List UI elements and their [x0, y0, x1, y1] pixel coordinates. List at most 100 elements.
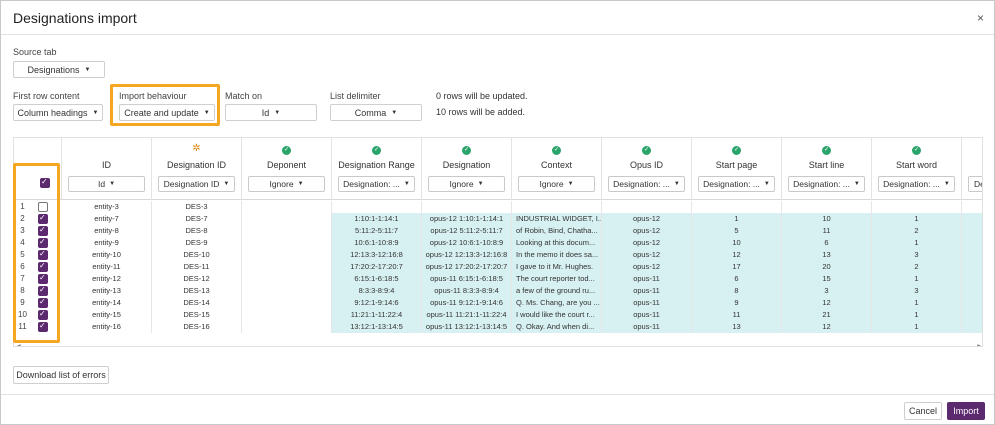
select-all-checkbox[interactable]	[40, 177, 50, 188]
import-behaviour-dropdown[interactable]: Create and update ▼	[119, 104, 215, 121]
chevron-down-icon: ▼	[567, 181, 574, 187]
scroll-right-icon[interactable]: ▶	[977, 344, 982, 347]
table-cell: of Robin, Bind, Chatha...	[512, 225, 602, 237]
table-row[interactable]: 1 entity-3 DES-3	[14, 201, 982, 213]
column-mapping-dropdown[interactable]: Ignore ▼	[518, 176, 595, 192]
column-mapping-dropdown[interactable]: Designation: ... ▼	[698, 176, 775, 192]
check-circle-icon: ✓	[552, 146, 561, 155]
import-button[interactable]: Import	[947, 402, 985, 420]
close-icon[interactable]: ×	[976, 11, 984, 25]
row-checkbox[interactable]	[38, 309, 48, 320]
column-mapping-dropdown[interactable]: Designation ID ▼	[158, 176, 235, 192]
table-cell: 11	[782, 225, 872, 237]
table-cell: 17:20:2-17:20:7	[332, 261, 422, 273]
column-mapping-dropdown[interactable]: Designation: ... ▼	[338, 176, 415, 192]
column-status: ✲	[152, 143, 241, 154]
column-mapping-dropdown[interactable]: Designation: ... ▼	[878, 176, 955, 192]
check-circle-icon: ✓	[282, 146, 291, 155]
column-mapping-value: Designation: ...	[613, 179, 670, 189]
table-cell	[962, 201, 982, 213]
table-cell: 6	[692, 273, 782, 285]
horizontal-scrollbar[interactable]: ◀ ▶	[16, 344, 982, 347]
column-mapping-dropdown[interactable]: Des	[968, 176, 982, 192]
match-on-dropdown[interactable]: Id ▼	[225, 104, 317, 121]
table-cell: entity-13	[62, 285, 152, 297]
column-mapping-dropdown[interactable]: Designation: ... ▼	[788, 176, 865, 192]
list-delimiter-label: List delimiter	[330, 91, 381, 101]
table-cell: 21	[782, 309, 872, 321]
row-checkbox[interactable]	[38, 273, 48, 284]
column-mapping-dropdown[interactable]: Ignore ▼	[428, 176, 505, 192]
table-cell: opus-11	[602, 297, 692, 309]
column-header: ✓ Deponent Ignore ▼	[242, 138, 332, 200]
row-checkbox[interactable]	[38, 285, 48, 296]
table-cell: DES-3	[152, 201, 242, 213]
chevron-down-icon: ▼	[853, 181, 860, 187]
row-checkbox[interactable]	[38, 213, 48, 224]
chevron-down-icon: ▼	[109, 181, 116, 187]
table-cell	[782, 201, 872, 213]
first-row-dropdown[interactable]: Column headings ▼	[13, 104, 103, 121]
row-checkbox[interactable]	[38, 321, 48, 332]
table-cell: 2	[872, 225, 962, 237]
column-mapping-dropdown[interactable]: Designation: ... ▼	[608, 176, 685, 192]
column-mapping-dropdown[interactable]: Id ▼	[68, 176, 145, 192]
table-cell	[422, 201, 512, 213]
table-cell: INDUSTRIAL WIDGET, I...	[512, 213, 602, 225]
table-cell: DES-11	[152, 261, 242, 273]
column-status: ✓	[602, 143, 691, 155]
table-cell	[962, 273, 982, 285]
source-tab-dropdown[interactable]: Designations ▼	[13, 61, 105, 78]
cancel-button[interactable]: Cancel	[904, 402, 942, 420]
row-number: 2	[20, 214, 25, 223]
table-cell	[962, 225, 982, 237]
table-cell: 13	[782, 249, 872, 261]
table-cell	[242, 213, 332, 225]
download-errors-button[interactable]: Download list of errors	[13, 366, 109, 384]
list-delimiter-dropdown[interactable]: Comma ▼	[330, 104, 422, 121]
column-name: ID	[102, 160, 111, 170]
chevron-down-icon: ▼	[673, 181, 680, 187]
row-checkbox[interactable]	[38, 249, 48, 260]
row-checkbox[interactable]	[38, 297, 48, 308]
table-cell: 10	[692, 237, 782, 249]
column-mapping-value: Designation: ...	[343, 179, 400, 189]
row-checkbox[interactable]	[38, 237, 48, 248]
table-cell: 11:21:1-11:22:4	[332, 309, 422, 321]
table-cell: In the memo it does sa...	[512, 249, 602, 261]
first-row-label: First row content	[13, 91, 80, 101]
row-number: 7	[20, 274, 25, 283]
row-checkbox[interactable]	[38, 261, 48, 272]
table-cell	[962, 309, 982, 321]
table-cell: 1	[872, 213, 962, 225]
table-cell: DES-12	[152, 273, 242, 285]
table-cell: 12	[782, 321, 872, 333]
column-header: ✲ Designation ID Designation ID ▼	[152, 138, 242, 200]
import-behaviour-label: Import behaviour	[119, 91, 187, 101]
table-cell: Q. Ms. Chang, are you ...	[512, 297, 602, 309]
column-status: ✓	[332, 143, 421, 155]
column-mapping-dropdown[interactable]: Ignore ▼	[248, 176, 325, 192]
table-cell: entity-10	[62, 249, 152, 261]
scroll-left-icon[interactable]: ◀	[16, 344, 21, 347]
table-cell: opus-11	[602, 321, 692, 333]
rows-updated-text: 0 rows will be updated.	[436, 91, 528, 101]
table-cell: 10:6:1-10:8:9	[332, 237, 422, 249]
column-status: ✓	[782, 143, 871, 155]
rows-added-text: 10 rows will be added.	[436, 107, 526, 117]
column-header: ✓ Designation Range Designation: ... ▼	[332, 138, 422, 200]
row-checkbox[interactable]	[38, 202, 48, 212]
table-cell	[962, 297, 982, 309]
row-checkbox[interactable]	[38, 225, 48, 236]
table-cell: DES-10	[152, 249, 242, 261]
